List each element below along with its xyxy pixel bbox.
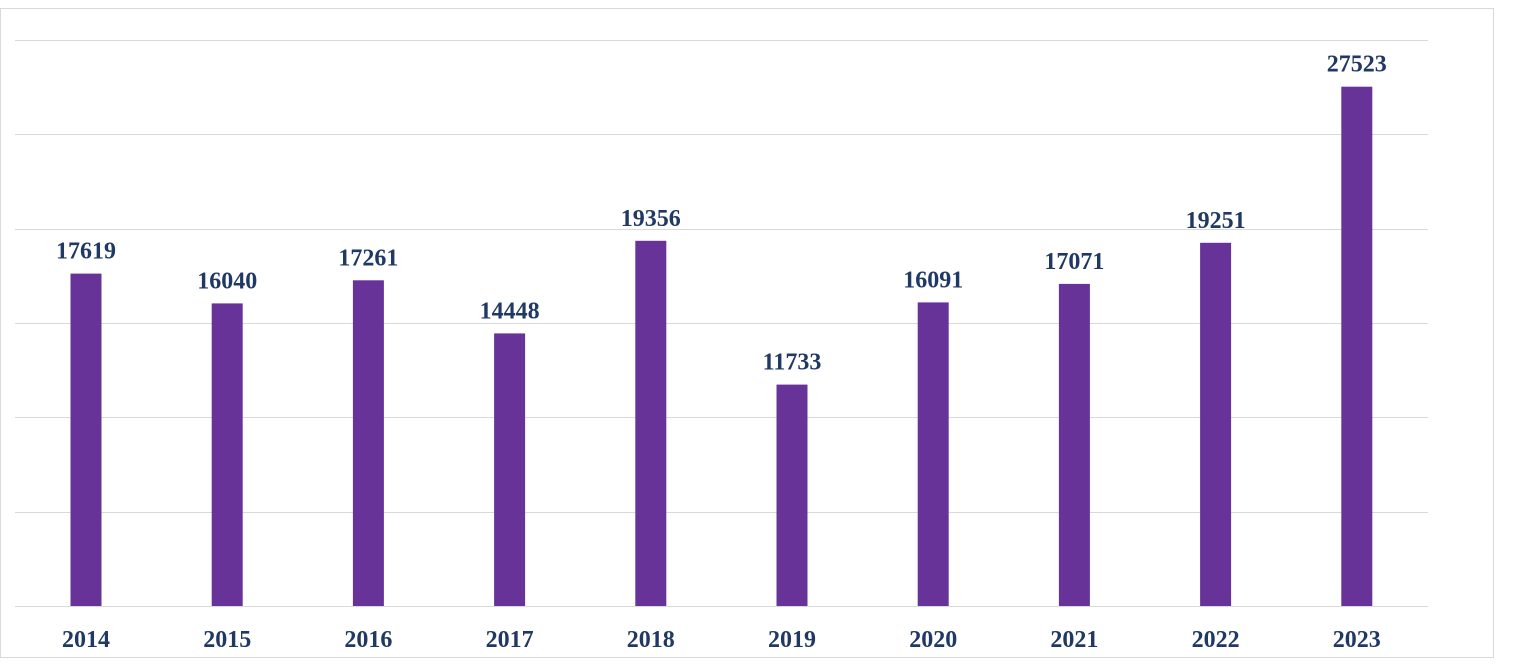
category-label-2016: 2016 — [344, 627, 392, 653]
bar-2021 — [1058, 283, 1090, 606]
bar-2018 — [635, 240, 667, 607]
category-label-2018: 2018 — [627, 627, 675, 653]
bar-2015 — [211, 303, 243, 606]
data-label-2023: 27523 — [1327, 52, 1387, 78]
bar-2014 — [70, 273, 102, 606]
category-label-2017: 2017 — [486, 627, 534, 653]
category-label-2022: 2022 — [1192, 627, 1240, 653]
bar-2020 — [917, 302, 949, 606]
category-label-2019: 2019 — [768, 627, 816, 653]
bar-2019 — [776, 384, 808, 606]
data-label-2022: 19251 — [1186, 208, 1246, 234]
data-label-2017: 14448 — [480, 298, 540, 324]
data-label-2016: 17261 — [338, 245, 398, 271]
category-labels: 2014 2015 2016 2017 2018 2019 2020 2021 2022 2023 — [62, 627, 1381, 653]
bar-2022 — [1200, 242, 1232, 607]
data-label-2021: 17071 — [1044, 249, 1104, 275]
bar-2016 — [352, 280, 384, 606]
gridlines — [15, 40, 1428, 607]
data-label-2018: 19356 — [621, 206, 681, 232]
data-label-2019: 11733 — [763, 350, 822, 376]
bars — [70, 86, 1373, 607]
category-label-2015: 2015 — [203, 627, 251, 653]
category-label-2021: 2021 — [1050, 627, 1098, 653]
bar-2017 — [494, 333, 526, 606]
category-label-2014: 2014 — [62, 627, 110, 653]
data-label-2020: 16091 — [903, 267, 963, 293]
category-label-2020: 2020 — [909, 627, 957, 653]
data-labels: 17619 16040 17261 14448 19356 11733 16091 17071… — [56, 52, 1387, 376]
bar-2023 — [1341, 86, 1373, 606]
data-label-2015: 16040 — [197, 268, 257, 294]
chart-frame — [0, 8, 1494, 658]
category-label-2023: 2023 — [1333, 627, 1381, 653]
data-label-2014: 17619 — [56, 239, 116, 265]
